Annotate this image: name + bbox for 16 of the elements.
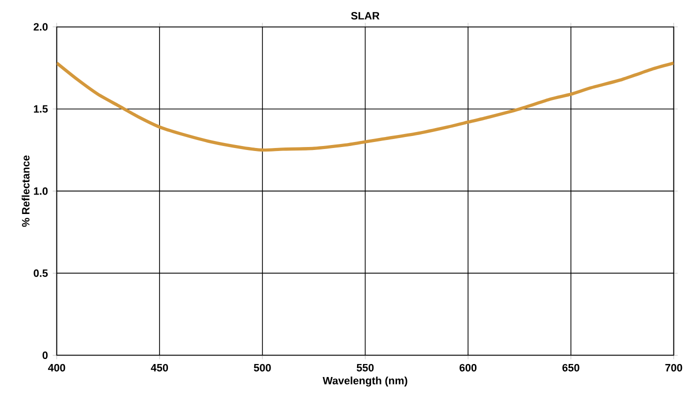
y-axis-title: % Reflectance [22,155,30,227]
x-axis-title: Wavelength (nm) [322,376,408,386]
x-tick-label: 650 [562,364,580,372]
x-tick-label: 450 [150,364,168,372]
y-tick-label: 2.0 [34,23,48,31]
x-tick-label: 700 [665,364,682,372]
chart-title: SLAR [351,12,380,20]
y-tick-label: 1.0 [34,187,48,195]
y-tick-label: 0.5 [34,269,48,277]
y-tick-label: 0 [42,351,48,360]
y-tick-label: 1.5 [34,105,48,113]
x-tick-label: 550 [356,364,374,372]
x-tick-label: 400 [48,364,66,372]
x-tick-label: 600 [460,364,476,372]
line-series [56,61,674,152]
x-tick-label: 500 [254,364,271,372]
